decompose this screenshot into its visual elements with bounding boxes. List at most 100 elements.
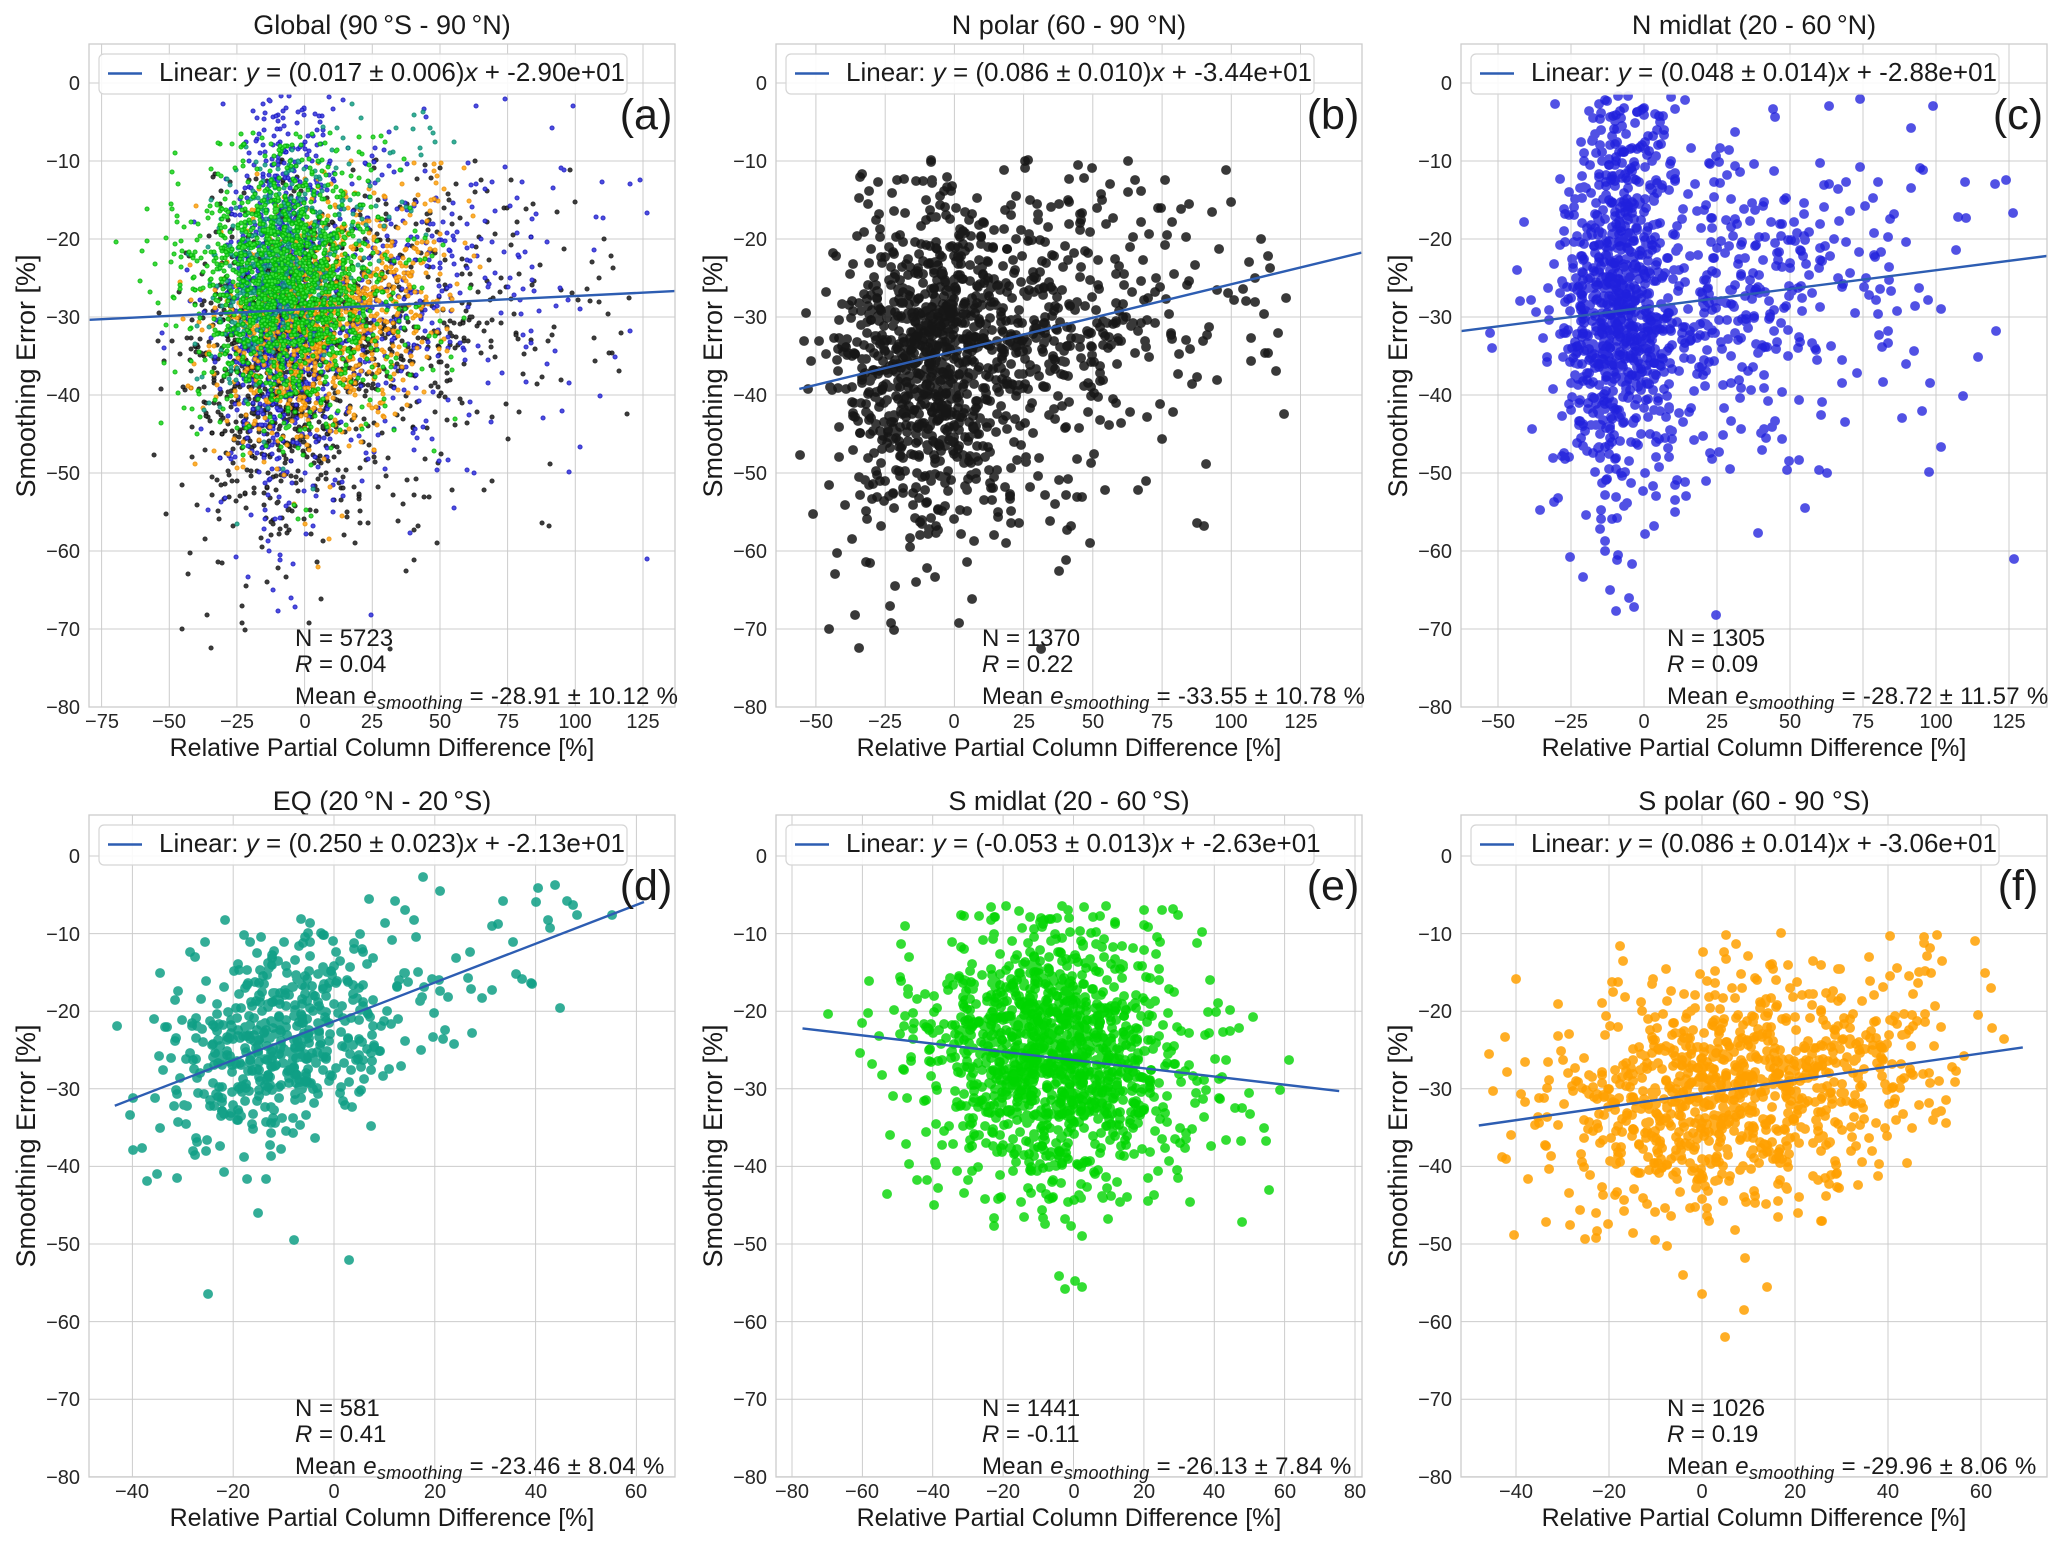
svg-text:−80: −80 <box>775 1481 809 1503</box>
svg-text:−40: −40 <box>916 1481 950 1503</box>
svg-text:−60: −60 <box>1418 541 1452 563</box>
svg-text:−25: −25 <box>220 711 254 733</box>
svg-text:R = 0.19: R = 0.19 <box>1667 1421 1758 1448</box>
svg-text:Linear: y = (-0.053 ± 0.013)x: Linear: y = (-0.053 ± 0.013)x + -2.63e+0… <box>846 828 1321 858</box>
svg-text:−80: −80 <box>46 697 80 719</box>
svg-text:75: 75 <box>497 711 519 733</box>
svg-text:0: 0 <box>1441 73 1452 95</box>
svg-text:0: 0 <box>328 1481 339 1503</box>
svg-text:−30: −30 <box>1418 307 1452 329</box>
svg-text:−40: −40 <box>1418 1156 1452 1178</box>
svg-text:25: 25 <box>1013 711 1035 733</box>
svg-text:−50: −50 <box>46 1234 80 1256</box>
svg-text:−25: −25 <box>868 711 902 733</box>
svg-text:N = 5723: N = 5723 <box>295 625 393 652</box>
svg-text:S midlat (20 - 60 °S): S midlat (20 - 60 °S) <box>948 786 1189 816</box>
svg-text:−60: −60 <box>845 1481 879 1503</box>
svg-text:−60: −60 <box>733 1312 767 1334</box>
svg-text:0: 0 <box>948 711 959 733</box>
svg-text:−50: −50 <box>733 463 767 485</box>
svg-text:N polar (60 - 90 °N): N polar (60 - 90 °N) <box>952 10 1186 40</box>
svg-text:Linear: y = (0.086 ± 0.010)x +: Linear: y = (0.086 ± 0.010)x + -3.44e+01 <box>846 57 1312 87</box>
svg-text:−20: −20 <box>733 229 767 251</box>
svg-text:50: 50 <box>429 711 451 733</box>
svg-text:100: 100 <box>558 711 591 733</box>
svg-text:−60: −60 <box>46 541 80 563</box>
svg-text:(c): (c) <box>1993 91 2043 139</box>
svg-text:40: 40 <box>1203 1481 1225 1503</box>
svg-text:Mean esmoothing = -29.96 ± 8.0: Mean esmoothing = -29.96 ± 8.06 % <box>1667 1453 2037 1483</box>
svg-text:−10: −10 <box>1418 924 1452 946</box>
svg-text:−70: −70 <box>1418 1389 1452 1411</box>
svg-text:Linear: y = (0.086 ± 0.014)x +: Linear: y = (0.086 ± 0.014)x + -3.06e+01 <box>1531 828 1997 858</box>
svg-text:Mean esmoothing = -23.46 ± 8.0: Mean esmoothing = -23.46 ± 8.04 % <box>295 1453 665 1483</box>
svg-text:−80: −80 <box>733 1467 767 1489</box>
svg-text:S polar (60 - 90 °S): S polar (60 - 90 °S) <box>1638 786 1869 816</box>
svg-text:−30: −30 <box>733 1079 767 1101</box>
svg-text:Smoothing Error [%]: Smoothing Error [%] <box>698 254 728 497</box>
svg-text:−30: −30 <box>46 307 80 329</box>
svg-text:−10: −10 <box>733 151 767 173</box>
svg-text:−40: −40 <box>46 1156 80 1178</box>
svg-text:−80: −80 <box>733 697 767 719</box>
svg-text:75: 75 <box>1151 711 1173 733</box>
svg-text:0: 0 <box>1441 846 1452 868</box>
svg-text:−75: −75 <box>85 711 119 733</box>
svg-text:−50: −50 <box>799 711 833 733</box>
svg-text:N midlat (20 - 60 °N): N midlat (20 - 60 °N) <box>1632 10 1876 40</box>
svg-text:Linear: y = (0.250 ± 0.023)x +: Linear: y = (0.250 ± 0.023)x + -2.13e+01 <box>159 828 625 858</box>
svg-text:−80: −80 <box>1418 1467 1452 1489</box>
svg-text:100: 100 <box>1214 711 1247 733</box>
svg-text:(e): (e) <box>1307 862 1360 910</box>
svg-text:(b): (b) <box>1307 91 1360 139</box>
svg-text:R = 0.22: R = 0.22 <box>982 651 1073 678</box>
svg-text:Smoothing Error [%]: Smoothing Error [%] <box>11 254 41 497</box>
svg-text:−20: −20 <box>1418 1001 1452 1023</box>
svg-text:N = 1026: N = 1026 <box>1667 1395 1765 1422</box>
svg-text:0: 0 <box>1696 1481 1707 1503</box>
svg-text:R = 0.04: R = 0.04 <box>295 651 386 678</box>
svg-text:−10: −10 <box>46 151 80 173</box>
svg-text:(d): (d) <box>620 862 673 910</box>
svg-text:−10: −10 <box>733 924 767 946</box>
svg-text:Mean esmoothing = -28.91 ± 10.: Mean esmoothing = -28.91 ± 10.12 % <box>295 683 678 713</box>
svg-text:20: 20 <box>1133 1481 1155 1503</box>
svg-text:60: 60 <box>1970 1481 1992 1503</box>
svg-text:−70: −70 <box>46 619 80 641</box>
svg-text:(f): (f) <box>1998 862 2039 910</box>
svg-text:−40: −40 <box>115 1481 149 1503</box>
svg-text:0: 0 <box>756 73 767 95</box>
svg-text:125: 125 <box>626 711 659 733</box>
svg-text:−40: −40 <box>733 1156 767 1178</box>
svg-text:Smoothing Error [%]: Smoothing Error [%] <box>1383 1024 1413 1267</box>
svg-text:25: 25 <box>361 711 383 733</box>
svg-text:N = 1441: N = 1441 <box>982 1395 1080 1422</box>
svg-text:Mean esmoothing = -26.13 ± 7.8: Mean esmoothing = -26.13 ± 7.84 % <box>982 1453 1352 1483</box>
svg-text:−20: −20 <box>1418 229 1452 251</box>
svg-text:Relative Partial Column Differ: Relative Partial Column Difference [%] <box>857 734 1282 762</box>
svg-text:−40: −40 <box>733 385 767 407</box>
svg-text:Relative Partial Column Differ: Relative Partial Column Difference [%] <box>170 1504 595 1532</box>
svg-text:−10: −10 <box>46 924 80 946</box>
svg-text:20: 20 <box>1784 1481 1806 1503</box>
svg-text:−60: −60 <box>1418 1312 1452 1334</box>
svg-text:60: 60 <box>1274 1481 1296 1503</box>
svg-text:Smoothing Error [%]: Smoothing Error [%] <box>1383 254 1413 497</box>
svg-text:(a): (a) <box>620 91 673 139</box>
svg-text:0: 0 <box>1638 711 1649 733</box>
svg-text:−30: −30 <box>1418 1079 1452 1101</box>
svg-text:−40: −40 <box>46 385 80 407</box>
svg-text:Relative Partial Column Differ: Relative Partial Column Difference [%] <box>1542 1504 1967 1532</box>
svg-text:EQ (20 °N - 20 °S): EQ (20 °N - 20 °S) <box>273 786 491 816</box>
svg-text:N = 581: N = 581 <box>295 1395 380 1422</box>
svg-text:−20: −20 <box>733 1001 767 1023</box>
svg-text:0: 0 <box>69 73 80 95</box>
svg-text:75: 75 <box>1852 711 1874 733</box>
svg-text:Relative Partial Column Differ: Relative Partial Column Difference [%] <box>1542 734 1967 762</box>
svg-text:−80: −80 <box>1418 697 1452 719</box>
svg-text:Linear: y = (0.048 ± 0.014)x +: Linear: y = (0.048 ± 0.014)x + -2.88e+01 <box>1531 57 1997 87</box>
svg-text:−50: −50 <box>1418 463 1452 485</box>
svg-text:−25: −25 <box>1554 711 1588 733</box>
svg-text:−20: −20 <box>216 1481 250 1503</box>
svg-text:−50: −50 <box>1481 711 1515 733</box>
